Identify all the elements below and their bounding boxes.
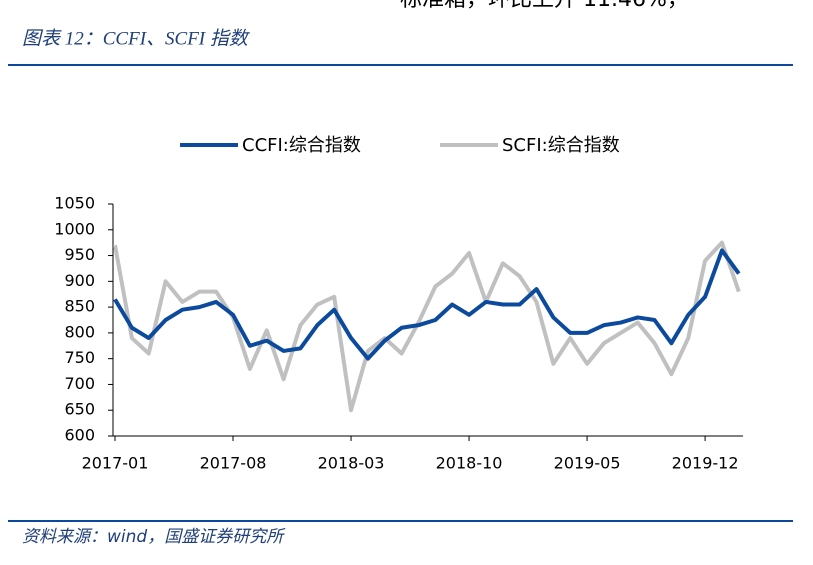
- y-tick-label: 800: [64, 322, 95, 341]
- y-tick-label: 1050: [54, 194, 95, 213]
- x-tick-label: 2018-03: [318, 454, 385, 473]
- legend-label: CCFI:综合指数: [242, 135, 361, 156]
- y-tick-label: 600: [64, 426, 95, 445]
- y-tick-label: 900: [64, 271, 95, 290]
- y-tick-label: 950: [64, 245, 95, 264]
- source: 资料来源：wind，国盛证券研究所: [22, 527, 286, 547]
- y-tick-label: 650: [64, 400, 95, 419]
- cut-text: 标准箱，环比上升 11.46%，: [400, 0, 689, 12]
- x-tick-label: 2017-01: [82, 454, 149, 473]
- x-tick-label: 2019-05: [554, 454, 621, 473]
- figure-title: 图表 12：CCFI、SCFI 指数: [22, 28, 251, 49]
- y-tick-label: 850: [64, 297, 95, 316]
- x-tick-label: 2019-12: [672, 454, 739, 473]
- series-line: [113, 248, 741, 361]
- series-line: [113, 240, 741, 413]
- y-tick-label: 1000: [54, 219, 95, 238]
- y-tick-label: 700: [64, 374, 95, 393]
- y-tick-label: 750: [64, 348, 95, 367]
- x-tick-label: 2018-10: [436, 454, 503, 473]
- chart: 600 650 700 750 800 850 900 950 1000 1050 2017-01 2…: [54, 135, 743, 473]
- legend-label: SCFI:综合指数: [502, 135, 620, 156]
- x-tick-label: 2017-08: [200, 454, 267, 473]
